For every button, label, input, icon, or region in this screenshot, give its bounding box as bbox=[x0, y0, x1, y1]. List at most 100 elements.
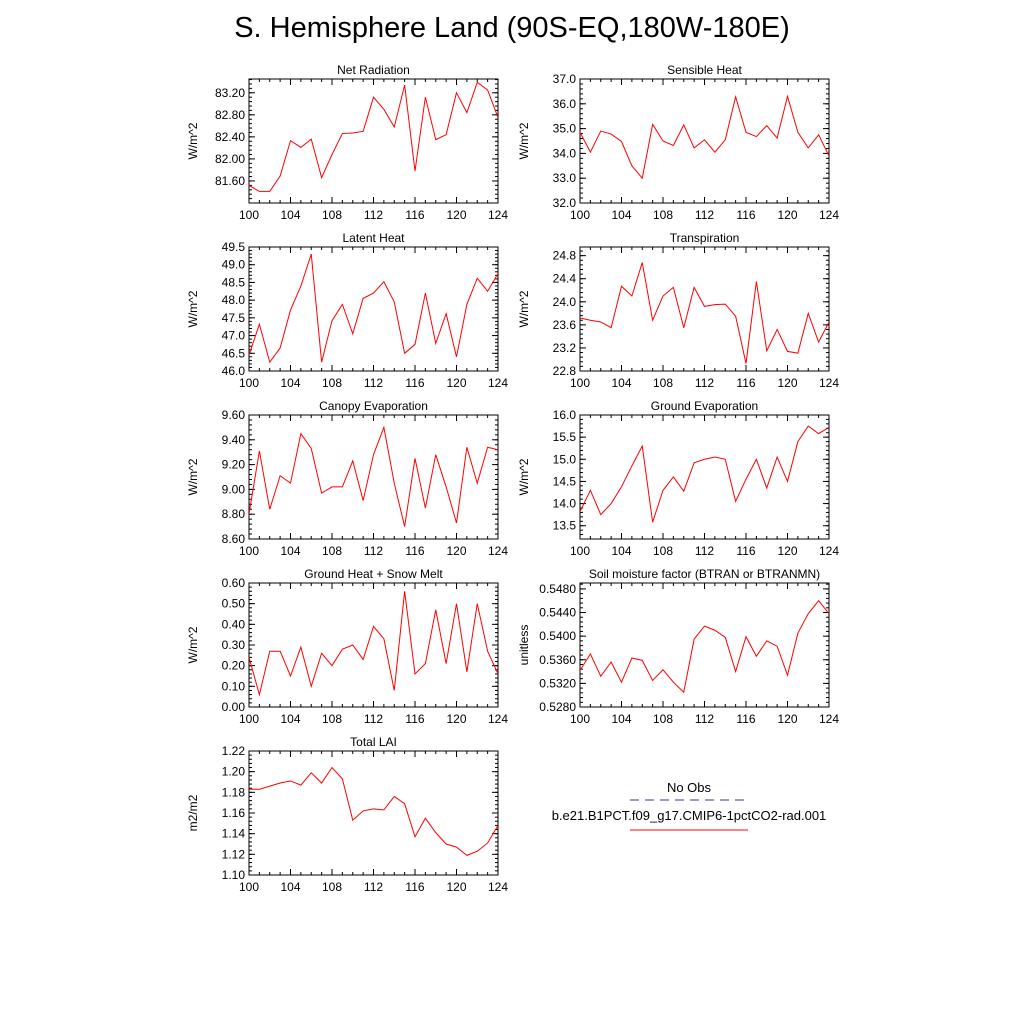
chart-panel-3: Latent Heat W/m^2 46.0 46.5 47.0 47.5 48.0 48.5… bbox=[186, 231, 508, 390]
x-tick-label: 116 bbox=[405, 544, 424, 558]
x-tick-label: 100 bbox=[570, 376, 590, 390]
legend-model-label: b.e21.B1PCT.f09_g17.CMIP6-1pctCO2-rad.00… bbox=[552, 808, 827, 823]
x-tick-label: 124 bbox=[488, 208, 508, 222]
y-tick-label: 1.20 bbox=[222, 765, 246, 779]
series-line bbox=[249, 81, 498, 192]
x-tick-label: 104 bbox=[280, 208, 300, 222]
x-tick-label: 112 bbox=[695, 544, 714, 558]
y-tick-label: 0.5320 bbox=[539, 676, 576, 690]
y-tick-label: 37.0 bbox=[553, 72, 577, 86]
x-tick-label: 116 bbox=[405, 712, 424, 726]
y-tick-label: 47.0 bbox=[222, 329, 246, 343]
y-tick-label: 48.0 bbox=[222, 293, 246, 307]
y-tick-label: 82.40 bbox=[215, 130, 245, 144]
x-tick-label: 116 bbox=[736, 376, 755, 390]
chart-title: Latent Heat bbox=[342, 231, 405, 245]
x-tick-label: 104 bbox=[280, 880, 300, 894]
x-tick-label: 100 bbox=[570, 208, 590, 222]
y-tick-label: 34.0 bbox=[553, 146, 577, 160]
plot-frame bbox=[248, 750, 499, 876]
x-tick-label: 124 bbox=[819, 544, 839, 558]
series-line bbox=[249, 253, 498, 364]
x-tick-label: 112 bbox=[695, 376, 714, 390]
y-tick-label: 16.0 bbox=[553, 408, 577, 422]
x-tick-label: 120 bbox=[777, 544, 797, 558]
x-tick-label: 104 bbox=[280, 376, 300, 390]
y-tick-label: 47.5 bbox=[222, 311, 246, 325]
y-tick-label: 14.5 bbox=[553, 474, 577, 488]
x-tick-label: 108 bbox=[653, 208, 673, 222]
legend: No Obs b.e21.B1PCT.f09_g17.CMIP6-1pctCO2… bbox=[552, 780, 827, 831]
y-axis-label: W/m^2 bbox=[517, 122, 531, 159]
y-tick-label: 13.5 bbox=[553, 519, 577, 533]
x-tick-label: 104 bbox=[611, 712, 631, 726]
y-tick-label: 32.0 bbox=[553, 196, 577, 210]
y-axis-label: W/m^2 bbox=[517, 458, 531, 495]
chart-title: Soil moisture factor (BTRAN or BTRANMN) bbox=[589, 567, 820, 581]
x-tick-label: 116 bbox=[405, 376, 424, 390]
page-title: S. Hemisphere Land (90S-EQ,180W-180E) bbox=[234, 12, 790, 44]
chart-title: Canopy Evaporation bbox=[319, 399, 428, 413]
y-axis-label: W/m^2 bbox=[186, 626, 200, 663]
y-tick-label: 0.40 bbox=[222, 617, 246, 631]
y-tick-label: 0.30 bbox=[222, 638, 246, 652]
x-tick-label: 120 bbox=[446, 544, 466, 558]
x-tick-label: 116 bbox=[405, 880, 424, 894]
y-tick-label: 1.14 bbox=[222, 827, 246, 841]
chart-panel-9: Total LAI m2/m2 1.10 1.12 1.14 1.16 1.18 1.20 1.… bbox=[186, 735, 508, 894]
series-line bbox=[580, 262, 829, 364]
x-tick-label: 120 bbox=[446, 880, 466, 894]
x-tick-label: 112 bbox=[364, 208, 383, 222]
x-tick-label: 116 bbox=[405, 208, 424, 222]
x-tick-label: 124 bbox=[488, 880, 508, 894]
x-tick-label: 116 bbox=[736, 208, 755, 222]
y-tick-label: 0.5400 bbox=[539, 629, 576, 643]
x-tick-label: 112 bbox=[364, 544, 383, 558]
y-tick-label: 14.0 bbox=[553, 497, 577, 511]
x-tick-label: 100 bbox=[570, 544, 590, 558]
x-tick-label: 120 bbox=[446, 712, 466, 726]
chart-panel-5: Canopy Evaporation W/m^2 8.60 8.80 9.00 9.20 9… bbox=[186, 399, 508, 558]
x-tick-label: 124 bbox=[488, 712, 508, 726]
y-tick-label: 1.18 bbox=[222, 785, 246, 799]
y-tick-label: 35.0 bbox=[553, 122, 577, 136]
y-tick-label: 46.0 bbox=[222, 364, 246, 378]
x-tick-label: 108 bbox=[653, 712, 673, 726]
x-tick-label: 100 bbox=[239, 544, 259, 558]
x-tick-label: 104 bbox=[280, 712, 300, 726]
chart-title: Sensible Heat bbox=[667, 63, 742, 77]
plot-frame bbox=[248, 246, 499, 372]
y-axis-label: W/m^2 bbox=[186, 458, 200, 495]
series-line bbox=[249, 425, 498, 527]
y-tick-label: 83.20 bbox=[215, 86, 245, 100]
x-tick-label: 108 bbox=[322, 880, 342, 894]
y-tick-label: 8.80 bbox=[222, 507, 246, 521]
x-tick-label: 100 bbox=[570, 712, 590, 726]
y-tick-label: 0.60 bbox=[222, 576, 246, 590]
x-tick-label: 120 bbox=[446, 376, 466, 390]
x-tick-label: 116 bbox=[736, 712, 755, 726]
x-tick-label: 124 bbox=[488, 376, 508, 390]
x-tick-label: 108 bbox=[653, 544, 673, 558]
x-tick-label: 104 bbox=[611, 376, 631, 390]
y-tick-label: 9.20 bbox=[222, 458, 246, 472]
chart-title: Ground Heat + Snow Melt bbox=[304, 567, 443, 581]
series-line bbox=[249, 766, 498, 856]
y-tick-label: 0.20 bbox=[222, 659, 246, 673]
y-tick-label: 49.5 bbox=[222, 240, 246, 254]
y-axis-label: unitless bbox=[517, 625, 531, 666]
y-tick-label: 82.00 bbox=[215, 152, 245, 166]
y-tick-label: 0.5480 bbox=[539, 582, 576, 596]
chart-title: Ground Evaporation bbox=[651, 399, 758, 413]
x-tick-label: 108 bbox=[322, 544, 342, 558]
x-tick-label: 124 bbox=[488, 544, 508, 558]
chart-panel-7: Ground Heat + Snow Melt W/m^2 0.00 0.10 0.20… bbox=[186, 567, 508, 726]
x-tick-label: 116 bbox=[736, 544, 755, 558]
y-tick-label: 36.0 bbox=[553, 97, 577, 111]
y-tick-label: 23.2 bbox=[553, 341, 577, 355]
y-tick-label: 0.00 bbox=[222, 700, 246, 714]
x-tick-label: 100 bbox=[239, 712, 259, 726]
x-tick-label: 100 bbox=[239, 880, 259, 894]
x-tick-label: 108 bbox=[653, 376, 673, 390]
